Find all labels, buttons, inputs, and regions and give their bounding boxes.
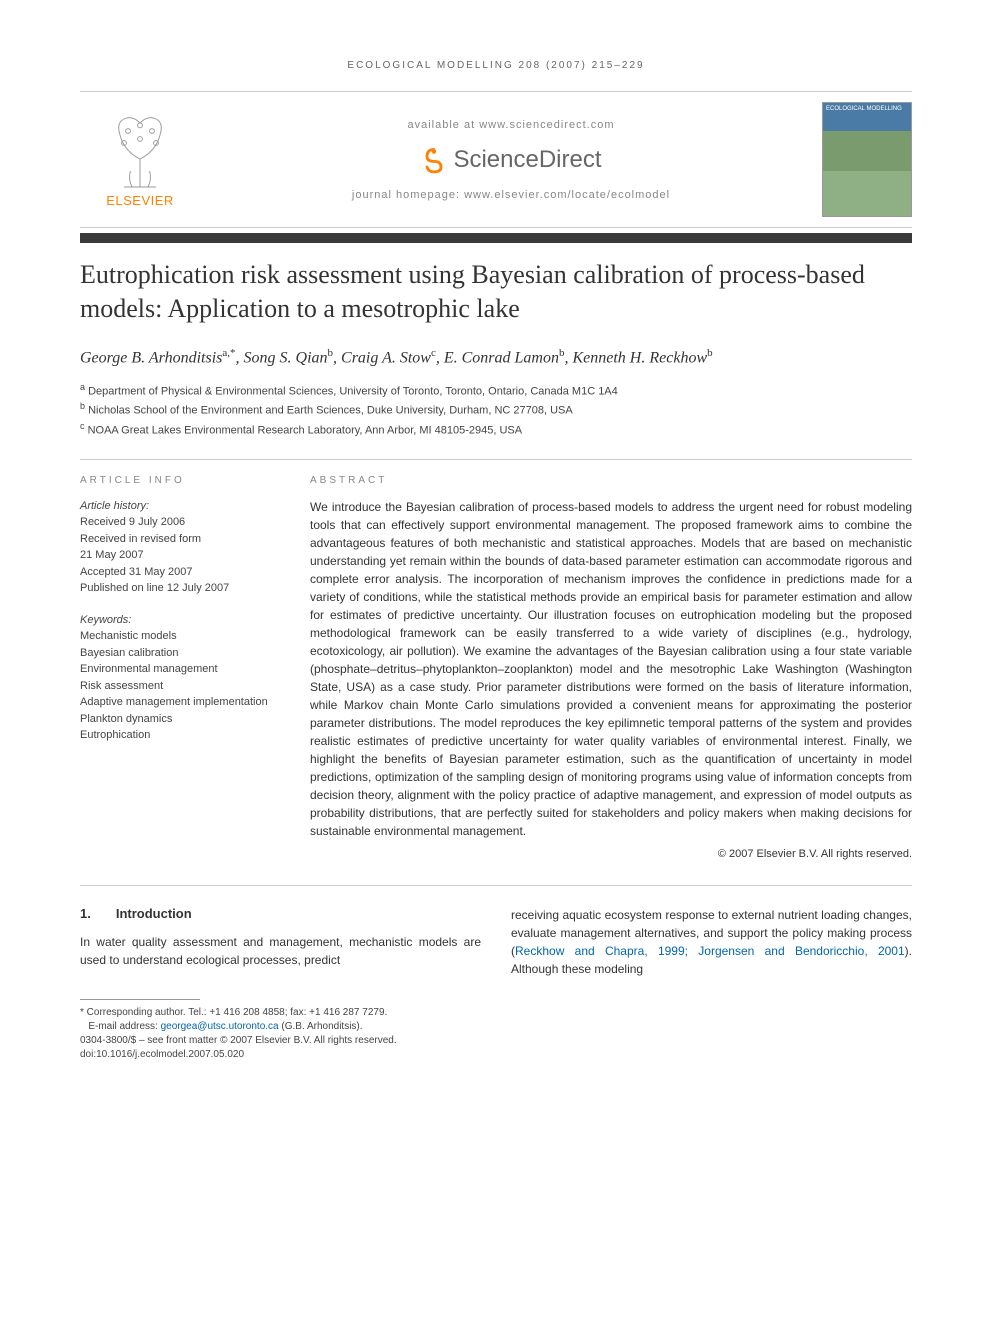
email-line: E-mail address: georgea@utsc.utoronto.ca… <box>80 1020 481 1034</box>
doi-line: doi:10.1016/j.ecolmodel.2007.05.020 <box>80 1048 481 1062</box>
keyword-1: Mechanistic models <box>80 628 280 645</box>
divider-2 <box>80 885 912 886</box>
affil-c-text: NOAA Great Lakes Environmental Research … <box>88 424 523 436</box>
email-label: E-mail address: <box>88 1021 160 1032</box>
author-3: , Craig A. Stow <box>333 349 431 366</box>
history-label: Article history: <box>80 498 280 515</box>
history-published: Published on line 12 July 2007 <box>80 580 280 597</box>
intro-text-col1: In water quality assessment and manageme… <box>80 933 481 969</box>
history-block: Article history: Received 9 July 2006 Re… <box>80 498 280 597</box>
keyword-4: Risk assessment <box>80 678 280 695</box>
email-who: (G.B. Arhonditsis). <box>279 1021 363 1032</box>
elsevier-wordmark: ELSEVIER <box>106 193 174 208</box>
keywords-block: Keywords: Mechanistic models Bayesian ca… <box>80 612 280 744</box>
journal-cover-thumbnail: ECOLOGICAL MODELLING <box>822 102 912 217</box>
copyright-line: 0304-3800/$ – see front matter © 2007 El… <box>80 1034 481 1048</box>
keyword-3: Environmental management <box>80 661 280 678</box>
publisher-banner: ELSEVIER available at www.sciencedirect.… <box>80 91 912 228</box>
running-header: ECOLOGICAL MODELLING 208 (2007) 215–229 <box>80 60 912 71</box>
keyword-2: Bayesian calibration <box>80 645 280 662</box>
sciencedirect-icon <box>420 146 448 174</box>
corresponding-author: * Corresponding author. Tel.: +1 416 208… <box>80 1006 481 1020</box>
banner-center: available at www.sciencedirect.com Scien… <box>200 119 822 201</box>
history-received: Received 9 July 2006 <box>80 514 280 531</box>
journal-homepage: journal homepage: www.elsevier.com/locat… <box>200 189 822 201</box>
body-col-left: 1. Introduction In water quality assessme… <box>80 906 481 1062</box>
author-1-affil: a,* <box>222 347 235 359</box>
author-1: George B. Arhonditsis <box>80 349 222 366</box>
history-revised-2: 21 May 2007 <box>80 547 280 564</box>
section-1-heading: 1. Introduction <box>80 906 481 921</box>
corr-text: Corresponding author. Tel.: +1 416 208 4… <box>87 1007 388 1018</box>
section-title: Introduction <box>116 906 192 921</box>
affiliation-b: b Nicholas School of the Environment and… <box>80 400 912 419</box>
intro-text-col2: receiving aquatic ecosystem response to … <box>511 906 912 978</box>
info-abstract-row: ARTICLE INFO Article history: Received 9… <box>80 475 912 860</box>
body-col-right: receiving aquatic ecosystem response to … <box>511 906 912 1062</box>
author-4: , E. Conrad Lamon <box>436 349 559 366</box>
authors-line: George B. Arhonditsisa,*, Song S. Qian b,… <box>80 346 912 370</box>
citation-link[interactable]: Reckhow and Chapra, 1999; Jorgensen and … <box>515 944 905 958</box>
sciencedirect-logo: ScienceDirect <box>200 146 822 174</box>
elsevier-logo: ELSEVIER <box>80 111 200 208</box>
email-address[interactable]: georgea@utsc.utoronto.ca <box>161 1021 279 1032</box>
section-number: 1. <box>80 906 91 921</box>
abstract-heading: ABSTRACT <box>310 475 912 486</box>
keyword-6: Plankton dynamics <box>80 711 280 728</box>
keyword-7: Eutrophication <box>80 727 280 744</box>
article-title: Eutrophication risk assessment using Bay… <box>80 258 912 326</box>
cover-title: ECOLOGICAL MODELLING <box>826 106 908 113</box>
sciencedirect-text: ScienceDirect <box>453 146 601 174</box>
page-container: ECOLOGICAL MODELLING 208 (2007) 215–229 … <box>0 0 992 1102</box>
affiliation-c: c NOAA Great Lakes Environmental Researc… <box>80 420 912 439</box>
abstract-column: ABSTRACT We introduce the Bayesian calib… <box>310 475 912 860</box>
divider <box>80 459 912 460</box>
info-heading: ARTICLE INFO <box>80 475 280 486</box>
available-text: available at www.sciencedirect.com <box>200 119 822 131</box>
affil-a-text: Department of Physical & Environmental S… <box>88 386 618 398</box>
author-5-affil: b <box>707 347 713 359</box>
affiliations: a Department of Physical & Environmental… <box>80 381 912 438</box>
abstract-copyright: © 2007 Elsevier B.V. All rights reserved… <box>310 848 912 860</box>
author-2: , Song S. Qian <box>236 349 328 366</box>
abstract-text: We introduce the Bayesian calibration of… <box>310 498 912 840</box>
keywords-label: Keywords: <box>80 612 280 629</box>
footnote-separator <box>80 999 200 1000</box>
body-columns: 1. Introduction In water quality assessme… <box>80 906 912 1062</box>
history-revised-1: Received in revised form <box>80 531 280 548</box>
author-5: , Kenneth H. Reckhow <box>564 349 707 366</box>
affil-b-text: Nicholas School of the Environment and E… <box>88 405 573 417</box>
title-bar <box>80 233 912 243</box>
footnotes: * Corresponding author. Tel.: +1 416 208… <box>80 1006 481 1062</box>
history-accepted: Accepted 31 May 2007 <box>80 564 280 581</box>
article-info: ARTICLE INFO Article history: Received 9… <box>80 475 280 860</box>
affiliation-a: a Department of Physical & Environmental… <box>80 381 912 400</box>
keyword-5: Adaptive management implementation <box>80 694 280 711</box>
elsevier-tree-icon <box>100 111 180 191</box>
